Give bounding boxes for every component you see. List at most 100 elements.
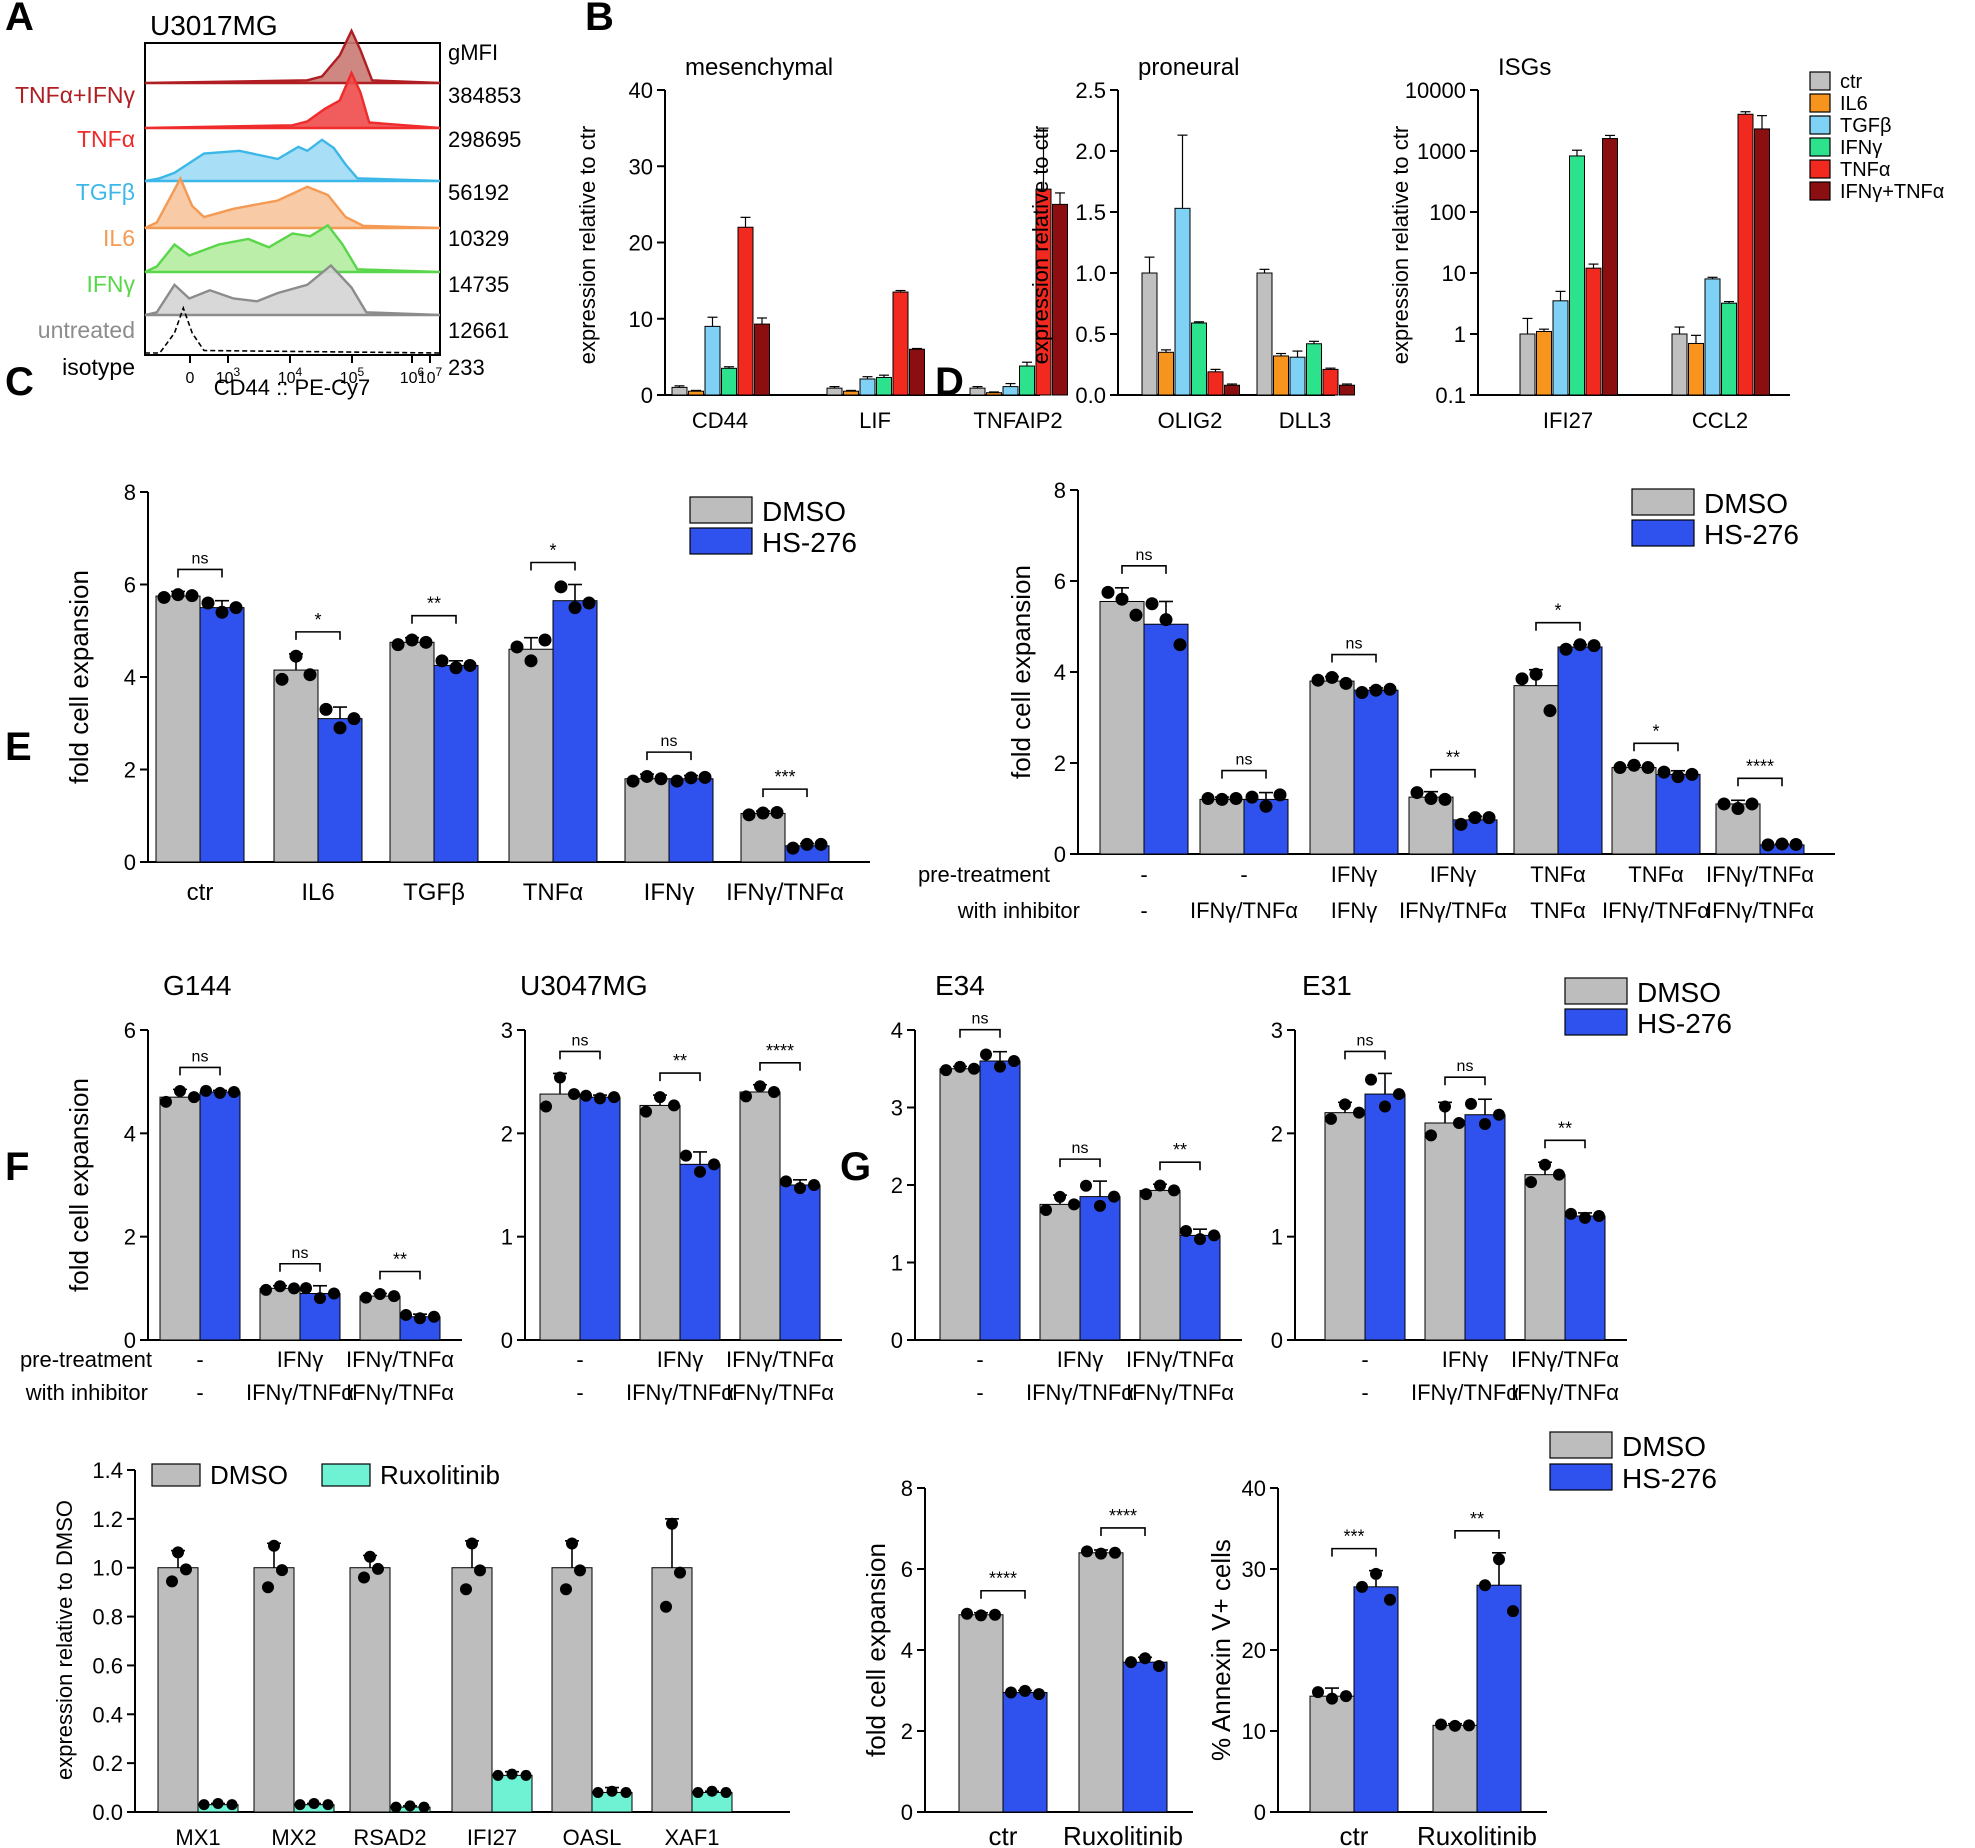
- panel-a-histogram-6: [145, 305, 441, 354]
- panel-d-pretreatment-label: -: [1240, 862, 1247, 887]
- panel-b-bar: [737, 226, 754, 396]
- panel-b-0-y-tick-label: 10: [629, 307, 653, 332]
- panel-b-ylabel: expression relative to ctr: [575, 126, 600, 364]
- panel-e-legend-hs276-swatch: [1564, 1008, 1628, 1036]
- panel-b-bar: [1671, 333, 1688, 396]
- panel-d-sig-label: *: [1554, 601, 1561, 621]
- panel-b-1-y-tick-label: 0.0: [1075, 383, 1106, 408]
- panel-e-bar-dmso: [739, 1091, 781, 1341]
- panel-c-y-tick-label: 8: [124, 480, 136, 505]
- panel-e-bar-hs276: [1564, 1215, 1606, 1341]
- panel-e-point: [540, 1100, 552, 1113]
- panel-c-bar-hs276: [433, 664, 479, 863]
- panel-g-point: [1463, 1719, 1475, 1732]
- panel-d-sig-bracket: [1633, 742, 1679, 752]
- panel-g-0-y-tick-label: 0: [901, 1800, 913, 1825]
- panel-e-ylabel: fold cell expansion: [64, 1078, 94, 1292]
- panel-e-pretreatment-label: IFNγ: [1057, 1347, 1103, 1372]
- panel-f-point: [226, 1799, 238, 1811]
- panel-e-point: [940, 1064, 952, 1077]
- panel-b-1-y-tick-label: 1.5: [1075, 200, 1106, 225]
- panel-f-point: [520, 1769, 532, 1781]
- panel-c-point: [419, 635, 433, 649]
- panel-e-point: [288, 1282, 300, 1295]
- panel-d-point: [1613, 761, 1627, 775]
- panel-d-point: [1573, 638, 1587, 652]
- panel-g-point: [1125, 1656, 1137, 1669]
- panel-f-bar-ruxolitinib: [491, 1774, 533, 1813]
- panel-b-2-y-tick-label: 1: [1454, 322, 1466, 347]
- panel-b-bar: [688, 390, 704, 396]
- panel-e-sig-bracket: [379, 1270, 421, 1280]
- panel-e-point: [1040, 1203, 1052, 1216]
- panel-d-point: [1438, 792, 1452, 806]
- panel-e-sig-bracket: [1544, 1139, 1586, 1149]
- panel-g-bar-hs276: [1476, 1584, 1522, 1813]
- panel-c-bar-hs276: [668, 778, 714, 863]
- panel-d-legend-hs276-swatch: [1631, 519, 1695, 547]
- panel-f-point: [720, 1786, 732, 1798]
- panel-e-inhibitor-label: IFNγ/TNFα: [626, 1380, 734, 1405]
- panel-e-point: [374, 1288, 386, 1301]
- panel-d-bar-hs276: [1655, 773, 1701, 855]
- panel-g-point: [1370, 1567, 1382, 1580]
- panel-d-point: [1657, 765, 1671, 779]
- panel-d-inhibitor-label: IFNγ/TNFα: [1602, 898, 1710, 923]
- panel-b-legend-5-swatch: [1809, 181, 1831, 201]
- panel-a-x-tick-exp: 6: [418, 365, 425, 379]
- panel-g-sig-label: ****: [1109, 1506, 1137, 1526]
- panel-a-x-tick-exp: 4: [296, 365, 303, 379]
- panel-f-point: [560, 1583, 572, 1596]
- panel-e-sig-label: ns: [292, 1245, 309, 1262]
- panel-e-bar-dmso: [1524, 1174, 1566, 1341]
- panel-e-pretreatment-label: IFNγ: [657, 1347, 703, 1372]
- panel-g-category-label: ctr: [989, 1821, 1018, 1848]
- panel-e-point: [768, 1086, 780, 1098]
- panel-e-point: [414, 1312, 426, 1325]
- panel-c-point: [229, 601, 243, 615]
- panel-b-legend-4-label: TNFα: [1840, 159, 1890, 181]
- panel-e-point: [1465, 1097, 1477, 1110]
- panel-e-bar-hs276: [579, 1096, 621, 1341]
- panel-c-point: [463, 658, 477, 672]
- panel-d-y-tick-label: 8: [1054, 478, 1066, 503]
- panel-b-bar: [1306, 343, 1322, 396]
- panel-e-point: [200, 1084, 212, 1097]
- panel-g-sig-label: ****: [989, 1569, 1017, 1589]
- panel-e-bar-dmso: [1424, 1122, 1466, 1341]
- panel-e-sig-label: **: [393, 1250, 407, 1270]
- panel-e-point: [680, 1149, 692, 1162]
- panel-d-bar-hs276: [1557, 646, 1603, 855]
- panel-b-0-y-tick-label: 0: [641, 383, 653, 408]
- panel-e-0-y-tick-label: 6: [124, 1018, 136, 1043]
- panel-c-bar-dmso: [155, 595, 201, 863]
- panel-c-point: [215, 605, 229, 619]
- panel-e-point: [1353, 1106, 1365, 1119]
- panel-b-bar: [1552, 300, 1569, 396]
- panel-e-sig-label: ns: [1357, 1032, 1374, 1049]
- panel-d-sig-bracket: [1221, 769, 1267, 779]
- panel-d-point: [1789, 837, 1803, 851]
- panel-b-2-y-tick-label: 10: [1442, 261, 1466, 286]
- panel-e-sig-label: ns: [972, 1011, 989, 1028]
- panel-d-sig-bracket: [1331, 653, 1377, 663]
- panel-e-bar-dmso: [1139, 1189, 1181, 1341]
- panel-b-bar: [1207, 371, 1224, 396]
- panel-a-gmfi-value: 10329: [448, 226, 509, 251]
- panel-e-point: [228, 1086, 240, 1098]
- panel-e-inhibitor-label: IFNγ/TNFα: [1411, 1380, 1519, 1405]
- panel-f-point: [674, 1566, 686, 1579]
- panel-d-legend-dmso-label: DMSO: [1704, 488, 1788, 519]
- panel-g-1-y-tick-label: 10: [1242, 1719, 1266, 1744]
- panel-d-pretreatment-label: IFNγ: [1331, 862, 1377, 887]
- panel-label-F: F: [5, 1145, 29, 1189]
- panel-e-point: [160, 1095, 172, 1108]
- panel-f-point: [308, 1797, 320, 1809]
- panel-g-category-label: ctr: [1340, 1821, 1369, 1848]
- panel-g-point: [1033, 1688, 1045, 1701]
- panel-c-point: [303, 668, 317, 682]
- panel-e-point: [554, 1071, 566, 1084]
- panel-a-histogram-3: [144, 175, 441, 230]
- panel-c-legend-hs276-label: HS-276: [762, 527, 857, 558]
